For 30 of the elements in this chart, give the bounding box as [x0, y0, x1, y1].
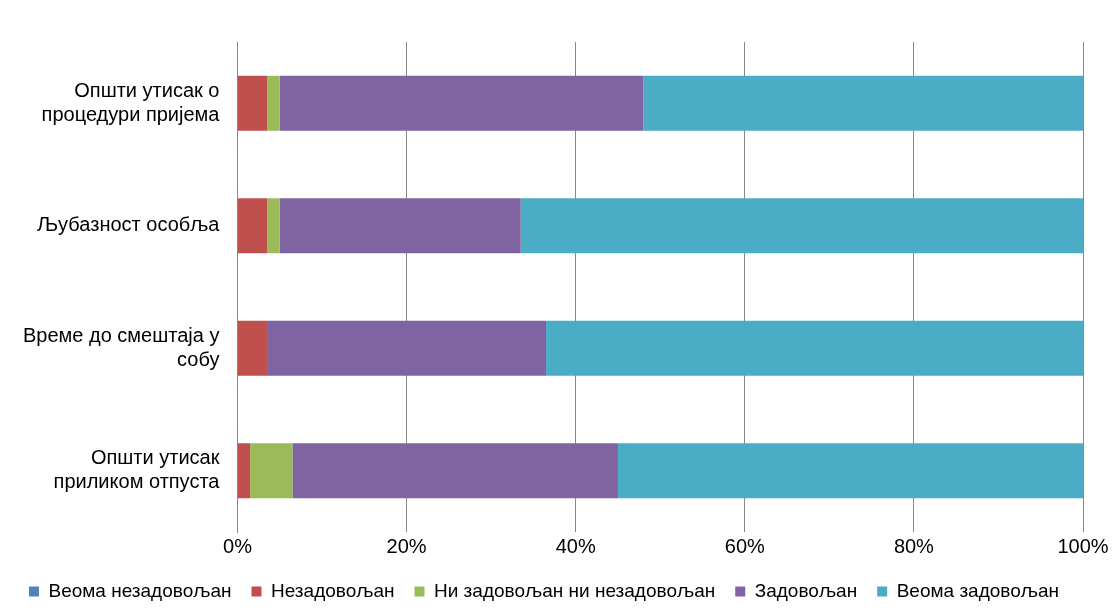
- bar: [279, 75, 644, 131]
- bar: [237, 443, 251, 499]
- bar: [237, 198, 268, 254]
- y-tick-label: Љубазност особља: [36, 213, 221, 236]
- legend-label: Веома незадовољан: [48, 579, 232, 601]
- bar: [267, 75, 280, 131]
- y-tick-label: Општи утисак о процедури пријема: [41, 78, 221, 125]
- legend-label: Незадовољан: [270, 579, 395, 601]
- x-tick-label: 40%: [555, 534, 596, 557]
- bar: [267, 198, 280, 254]
- legend-label: Веома задовољан: [896, 579, 1060, 601]
- x-tick-label: 100%: [1057, 534, 1109, 557]
- y-tick-label: Општи утисак приликом отпуста: [53, 446, 221, 493]
- legend-label: Ни задовољан ни незадовољан: [434, 579, 716, 601]
- legend-label: Задовољан: [754, 579, 858, 601]
- x-tick-label: 20%: [386, 534, 427, 557]
- bar: [546, 320, 1083, 376]
- bar: [279, 198, 521, 254]
- bar: [520, 198, 1083, 254]
- bar: [237, 75, 268, 131]
- bar: [237, 320, 268, 376]
- bar: [250, 443, 293, 499]
- x-tick-label: 80%: [893, 534, 935, 557]
- y-tick-label: Време до смештаја у собу: [23, 323, 220, 370]
- x-tick-label: 60%: [724, 534, 766, 557]
- x-tick-label: 0%: [223, 534, 253, 557]
- bar: [617, 443, 1083, 499]
- bar: [292, 443, 618, 499]
- bar: [643, 75, 1083, 131]
- bar: [267, 320, 547, 376]
